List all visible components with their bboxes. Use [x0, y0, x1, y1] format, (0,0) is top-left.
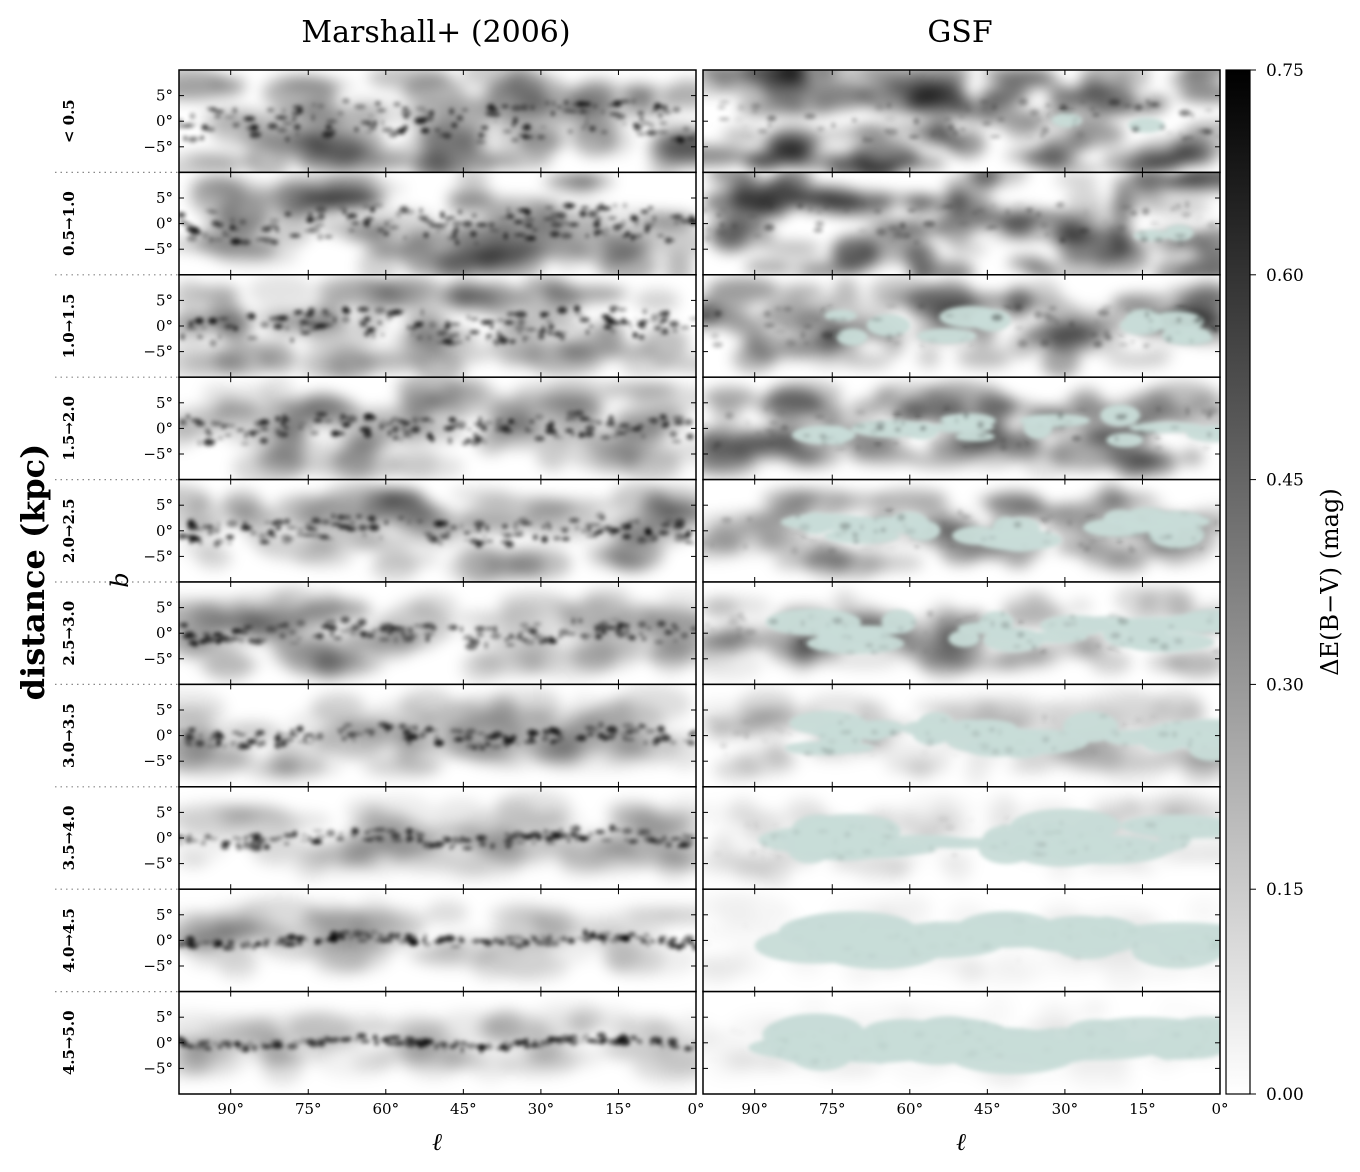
longitude-tick-label: 90° — [217, 1100, 244, 1118]
map-panel-marshall-row-5 — [178, 478, 697, 583]
latitude-tick-label: 5° — [156, 291, 173, 309]
longitude-axis-label-right: ℓ — [956, 1128, 966, 1156]
distance-row-label: 4.0→4.5 — [60, 908, 78, 973]
longitude-tick-label: 90° — [741, 1100, 768, 1118]
column-title-gsf: GSF — [927, 15, 992, 50]
row-separators — [55, 171, 178, 993]
distance-row-label: 1.5→2.0 — [60, 396, 78, 461]
longitude-tick-label: 75° — [819, 1100, 846, 1118]
map-panel-gsf-row-2 — [702, 171, 1221, 276]
longitude-tick-label: 30° — [528, 1100, 555, 1118]
distance-axis-label: distance (kpc) — [14, 444, 52, 701]
latitude-tick-label: 5° — [156, 394, 173, 412]
map-panel-gsf-row-6 — [702, 581, 1221, 686]
latitude-tick-label: −5° — [143, 752, 173, 770]
map-panel-marshall-row-6 — [178, 581, 697, 686]
longitude-tick-label: 45° — [450, 1100, 477, 1118]
column-title-marshall: Marshall+ (2006) — [301, 15, 570, 50]
colorbar-label: ΔE(B−V) (mag) — [1316, 488, 1344, 675]
colorbar-tick-label: 0.60 — [1266, 266, 1304, 286]
colorbar-tick-label: 0.75 — [1266, 61, 1304, 81]
latitude-tick-label: −5° — [143, 547, 173, 565]
map-panel-gsf-row-7 — [702, 683, 1221, 788]
longitude-tick-label: 60° — [373, 1100, 400, 1118]
longitude-tick-label: 0° — [1211, 1100, 1228, 1118]
map-panel-marshall-row-10 — [178, 990, 697, 1095]
map-panel-marshall-row-3 — [178, 274, 697, 378]
latitude-tick-label: −5° — [143, 957, 173, 975]
distance-row-label: 2.5→3.0 — [60, 601, 78, 666]
colorbar-gradient — [1225, 69, 1251, 1095]
latitude-tick-label: 0° — [156, 112, 173, 130]
latitude-tick-label: 0° — [156, 829, 173, 847]
map-panels — [178, 69, 1221, 1095]
latitude-tick-label: 0° — [156, 931, 173, 949]
distance-row-labels: < 0.5 0.5→1.0 1.0→1.5 1.5→2.0 2.0→2.5 2.5→3.0… — [60, 99, 78, 1075]
map-panel-marshall-row-4 — [178, 376, 697, 481]
latitude-tick-label: 5° — [156, 189, 173, 207]
latitude-tick-label: 0° — [156, 1034, 173, 1052]
distance-row-label: 3.0→3.5 — [60, 703, 78, 768]
distance-row-label: 3.5→4.0 — [60, 806, 78, 871]
longitude-tick-label: 60° — [897, 1100, 924, 1118]
longitude-tick-label: 75° — [295, 1100, 322, 1118]
map-panel-marshall-row-9 — [178, 888, 697, 993]
latitude-tick-label: −5° — [143, 1059, 173, 1077]
colorbar-tick-label: 0.00 — [1266, 1085, 1304, 1105]
longitude-tick-label: 0° — [687, 1100, 704, 1118]
map-panel-marshall-row-1 — [178, 69, 697, 174]
longitude-ticks: 90° 75° 60° 45° 30° 15° 0° 90° 75° 60° 45° 30° 15° 0° — [217, 1100, 1228, 1118]
latitude-tick-label: −5° — [143, 650, 173, 668]
latitude-tick-label: 0° — [156, 419, 173, 437]
map-panel-gsf-row-8 — [702, 786, 1221, 890]
colorbar-ticks: 0.75 0.60 0.45 0.30 0.15 0.00 — [1250, 61, 1304, 1105]
latitude-tick-label: −5° — [143, 855, 173, 873]
map-panel-marshall-row-8 — [178, 786, 697, 890]
map-panel-marshall-row-7 — [178, 683, 697, 788]
latitude-tick-label: 5° — [156, 906, 173, 924]
latitude-tick-label: 0° — [156, 624, 173, 642]
longitude-tick-label: 15° — [1129, 1100, 1156, 1118]
longitude-tick-label: 15° — [605, 1100, 632, 1118]
longitude-tick-label: 30° — [1052, 1100, 1079, 1118]
map-panel-gsf-row-5 — [702, 478, 1221, 583]
latitude-tick-label: 0° — [156, 522, 173, 540]
distance-row-label: 4.5→5.0 — [60, 1010, 78, 1075]
latitude-tick-label: 5° — [156, 496, 173, 514]
latitude-ticks: 5° 0° −5° 5° 0° −5° 5° 0° −5° 5° 0° −5° 5° 0° −5° 5° 0° −… — [143, 87, 173, 1078]
distance-row-label: 0.5→1.0 — [60, 191, 78, 256]
map-panel-gsf-row-9 — [702, 888, 1221, 993]
map-panel-gsf-row-3 — [702, 274, 1221, 378]
latitude-axis-label: b — [106, 572, 134, 587]
longitude-tick-label: 45° — [974, 1100, 1001, 1118]
latitude-tick-label: 0° — [156, 317, 173, 335]
latitude-tick-label: −5° — [143, 445, 173, 463]
colorbar: 0.75 0.60 0.45 0.30 0.15 0.00 ΔE(B−V) (mag) — [1225, 61, 1344, 1105]
latitude-tick-label: −5° — [143, 240, 173, 258]
latitude-tick-label: 0° — [156, 727, 173, 745]
latitude-tick-label: 0° — [156, 215, 173, 233]
colorbar-tick-label: 0.45 — [1266, 471, 1304, 491]
latitude-tick-label: −5° — [143, 343, 173, 361]
latitude-tick-label: 5° — [156, 599, 173, 617]
map-panel-marshall-row-2 — [178, 171, 697, 276]
latitude-tick-label: 5° — [156, 87, 173, 105]
colorbar-tick-label: 0.30 — [1266, 675, 1304, 695]
distance-row-label: < 0.5 — [60, 99, 78, 143]
map-panel-gsf-row-4 — [702, 376, 1221, 481]
map-panel-gsf-row-10 — [702, 990, 1221, 1095]
latitude-tick-label: 5° — [156, 701, 173, 719]
colorbar-tick-label: 0.15 — [1266, 880, 1304, 900]
longitude-axis-label-left: ℓ — [432, 1128, 442, 1156]
distance-row-label: 1.0→1.5 — [60, 294, 78, 359]
distance-row-label: 2.0→2.5 — [60, 498, 78, 563]
latitude-tick-label: −5° — [143, 138, 173, 156]
latitude-tick-label: 5° — [156, 1008, 173, 1026]
map-panel-gsf-row-1 — [702, 69, 1221, 174]
latitude-tick-label: 5° — [156, 803, 173, 821]
